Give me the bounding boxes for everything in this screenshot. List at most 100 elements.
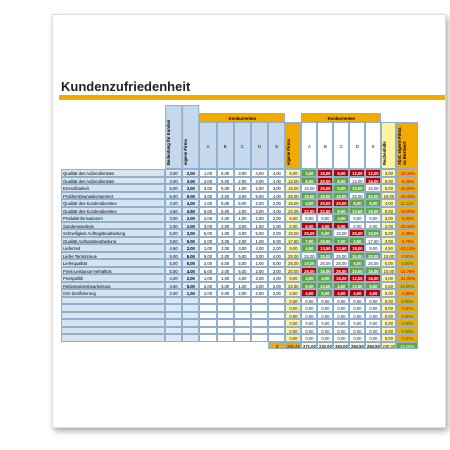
input-cell: 4,00 (233, 274, 251, 282)
weighted-cell: 3,00 (333, 214, 350, 222)
weighted-cell: 0,00 (301, 311, 318, 319)
input-cell: 1,00 (251, 259, 269, 267)
weighted-cell: 6,00 (365, 214, 382, 222)
weighted-cell: 0,00 (317, 304, 334, 312)
input-cell: 1,00 (216, 229, 234, 237)
weighted-cell: 0,00 (333, 311, 350, 319)
weighted-cell: 4,00 (317, 274, 334, 282)
input-cell: 1,00 (233, 281, 251, 289)
input-cell: 3,00 (233, 221, 251, 229)
input-cell: 2,00 (233, 289, 251, 297)
input-cell: 4,00 (182, 266, 200, 274)
input-cell: 2,00 (251, 199, 269, 207)
input-cell: 1,00 (199, 274, 217, 282)
weighted-cell: 2,00 (285, 221, 302, 229)
input-cell: 4,50 (165, 244, 183, 252)
weighted-cell: 13,50 (349, 281, 366, 289)
input-cell (251, 326, 269, 334)
weighted-cell: 4,00 (365, 289, 382, 297)
weighted-cell: 0,00 (349, 296, 366, 304)
weighted-cell: 5,00 (333, 184, 350, 192)
weighted-cell: 13,50 (317, 281, 334, 289)
weighted-cell: 6,00 (301, 221, 318, 229)
row-label: Preis-Leistungs-Verhältnis (61, 266, 165, 274)
header-competitor: B (317, 122, 334, 169)
weighted-cell: 0,00 (333, 319, 350, 327)
weighted-cell: 15,00 (285, 184, 302, 192)
distance-cell: -21,05% (396, 274, 419, 282)
input-cell (182, 319, 200, 327)
weighted-cell: 25,00 (285, 259, 302, 267)
weighted-cell: 15,00 (301, 191, 318, 199)
input-cell: 3,00 (165, 214, 183, 222)
helper-cell: 3,00 (381, 214, 397, 222)
input-cell: 3,00 (165, 169, 183, 177)
weighted-cell: 25,00 (349, 191, 366, 199)
distance-cell: 0,00% (396, 259, 419, 267)
helper-cell: 0,00 (381, 311, 397, 319)
input-cell (251, 296, 269, 304)
weighted-cell: 10,00 (301, 259, 318, 267)
weighted-cell: 0,00 (301, 304, 318, 312)
input-cell: 5,00 (182, 259, 200, 267)
sum-label: Σ (268, 341, 286, 349)
input-cell (216, 326, 234, 334)
input-cell: 5,00 (199, 251, 217, 259)
input-cell: 4,00 (182, 199, 200, 207)
weighted-cell: 22,50 (285, 281, 302, 289)
distance-cell: 0,00% (396, 319, 419, 327)
input-cell (182, 296, 200, 304)
helper-cell: 0,00 (381, 334, 397, 342)
input-cell: 5,00 (182, 281, 200, 289)
header-competitor: E (365, 122, 382, 169)
input-cell: 2,00 (182, 169, 200, 177)
distance-cell: 0,00% (396, 296, 419, 304)
weighted-cell: 0,00 (317, 326, 334, 334)
weighted-cell: 10,00 (365, 229, 382, 237)
helper-cell: 0,00 (381, 319, 397, 327)
weighted-cell: 15,00 (333, 191, 350, 199)
weighted-cell: 0,00 (365, 304, 382, 312)
distance-cell: -10,00% (396, 206, 419, 214)
weighted-cell: 9,00 (333, 169, 350, 177)
input-cell (165, 319, 183, 327)
helper-cell: 4,50 (381, 281, 397, 289)
helper-cell: 5,00 (381, 229, 397, 237)
row-label: ISO-Zertifizierung (61, 289, 165, 297)
input-cell: 4,00 (268, 169, 286, 177)
helper-cell: 0,00 (381, 326, 397, 334)
input-cell: 3,00 (216, 266, 234, 274)
weighted-cell: 12,00 (349, 176, 366, 184)
weighted-cell: 15,00 (365, 184, 382, 192)
distance-cell: 0,00% (396, 251, 419, 259)
header-own: eigene Firma (182, 105, 200, 169)
weighted-cell: 0,00 (317, 334, 334, 342)
weighted-cell: 20,00 (317, 176, 334, 184)
row-label: Qualität des Außendienstes (61, 176, 165, 184)
input-cell: 3,00 (199, 221, 217, 229)
weighted-cell: 0,00 (333, 326, 350, 334)
weighted-cell: 17,50 (285, 236, 302, 244)
helper-cell: 10,00 (381, 266, 397, 274)
row-label: Preispolitik (61, 274, 165, 282)
input-cell: 3,00 (251, 251, 269, 259)
header-competitor: D (349, 122, 366, 169)
weighted-cell: 260,50 (365, 341, 382, 349)
weighted-cell: 4,00 (349, 289, 366, 297)
distance-cell: 0,00% (396, 334, 419, 342)
input-cell (216, 304, 234, 312)
distance-cell: -23,13% (396, 244, 419, 252)
input-cell: 2,00 (233, 236, 251, 244)
input-cell: 4,00 (268, 176, 286, 184)
input-cell (251, 311, 269, 319)
weighted-cell: 9,00 (365, 281, 382, 289)
input-cell: 1,00 (268, 221, 286, 229)
input-cell: 2,00 (268, 244, 286, 252)
input-cell: 2,00 (268, 281, 286, 289)
weighted-cell: 17,50 (365, 236, 382, 244)
input-cell: 5,00 (251, 191, 269, 199)
input-cell: 2,00 (182, 244, 200, 252)
row-label: Lieferzeit (61, 244, 165, 252)
header-competitor: B (216, 122, 234, 169)
title-bar (59, 95, 445, 100)
